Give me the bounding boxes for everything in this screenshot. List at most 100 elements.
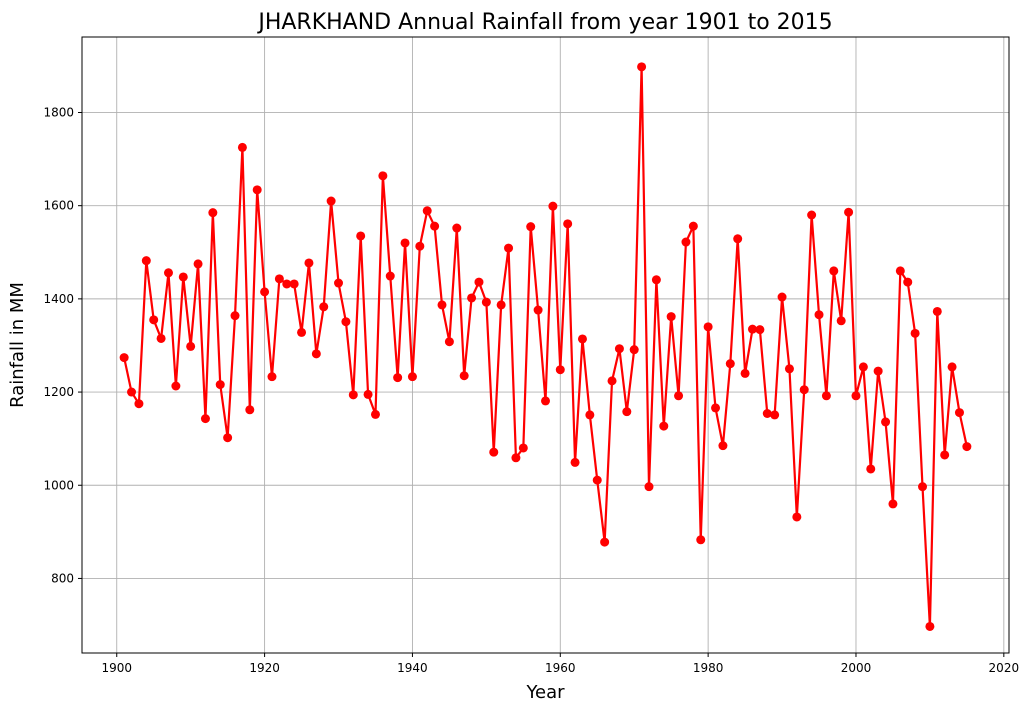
data-point: [141, 256, 151, 266]
data-point: [518, 443, 528, 453]
data-point: [844, 207, 854, 217]
data-point: [866, 464, 876, 474]
data-point: [607, 376, 617, 386]
data-point: [378, 171, 388, 181]
data-point: [807, 210, 817, 220]
data-point: [895, 266, 905, 276]
data-markers: [119, 62, 972, 631]
data-point: [163, 268, 173, 278]
data-point: [319, 302, 329, 312]
data-point: [954, 408, 964, 418]
data-point: [696, 535, 706, 545]
data-point: [311, 349, 321, 359]
data-point: [356, 231, 366, 241]
x-axis-title: Year: [525, 682, 565, 703]
data-point: [252, 185, 262, 195]
data-point: [541, 396, 550, 406]
data-point: [393, 373, 403, 383]
data-point: [267, 372, 277, 382]
data-point: [688, 221, 698, 231]
data-point: [156, 333, 166, 343]
data-point: [577, 334, 587, 344]
data-point: [245, 405, 255, 415]
data-point: [836, 316, 846, 326]
data-point: [614, 344, 624, 354]
y-axis-title: Rainfall in MM: [7, 282, 28, 408]
data-point: [570, 457, 580, 467]
data-point: [814, 310, 824, 320]
y-tick-label: 1200: [43, 385, 74, 399]
data-point: [821, 391, 831, 401]
data-point: [711, 403, 721, 413]
data-point: [881, 417, 891, 427]
data-point: [304, 258, 314, 268]
data-point: [363, 389, 373, 399]
data-point: [777, 292, 787, 302]
data-point: [858, 362, 868, 372]
data-point: [629, 345, 639, 355]
data-point: [171, 381, 181, 391]
y-tick-label: 1000: [43, 478, 74, 492]
data-point: [925, 621, 935, 631]
data-point: [910, 328, 920, 338]
data-point: [947, 362, 957, 372]
data-point: [644, 482, 654, 492]
data-point: [474, 277, 484, 287]
data-point: [297, 327, 307, 337]
data-point: [962, 442, 972, 452]
data-point: [932, 306, 942, 316]
chart-title: JHARKHAND Annual Rainfall from year 1901…: [256, 10, 832, 35]
data-point: [282, 279, 292, 289]
x-tick-label: 2000: [841, 661, 872, 675]
data-point: [215, 380, 225, 390]
data-point: [437, 300, 447, 310]
data-point: [526, 222, 536, 232]
data-point: [784, 364, 794, 374]
x-tick-label: 1980: [693, 661, 724, 675]
data-point: [489, 447, 499, 457]
x-tick-label: 2020: [989, 661, 1020, 675]
data-point: [585, 410, 595, 420]
data-point: [762, 408, 772, 418]
data-point: [918, 482, 928, 492]
x-tick-label: 1960: [545, 661, 576, 675]
data-point: [903, 277, 913, 287]
y-tick-label: 800: [51, 571, 74, 585]
y-tick-label: 1600: [43, 199, 74, 213]
data-point: [770, 410, 780, 420]
data-point: [681, 237, 691, 247]
data-point: [237, 142, 247, 152]
data-point: [659, 421, 669, 431]
data-point: [415, 241, 425, 251]
data-point: [341, 317, 351, 327]
data-point: [400, 238, 410, 248]
data-point: [600, 537, 610, 547]
data-point: [467, 293, 477, 303]
data-point: [422, 206, 432, 216]
data-point: [888, 499, 898, 509]
series-line: [123, 65, 968, 628]
plot-frame: [81, 36, 1010, 654]
data-point: [666, 312, 676, 322]
data-point: [385, 271, 395, 281]
data-point: [563, 219, 573, 229]
data-point: [533, 305, 543, 315]
data-point: [496, 300, 506, 310]
data-point: [186, 341, 196, 351]
y-tick-label: 1400: [43, 292, 74, 306]
data-point: [459, 371, 469, 381]
data-point: [511, 453, 521, 463]
data-point: [127, 387, 137, 397]
data-point: [326, 196, 336, 206]
data-point: [119, 353, 129, 363]
data-point: [481, 297, 491, 307]
axis-ticks: 1900 1920 1940 1960 1980 2000 2020 800 1000 1200 1…: [43, 105, 1019, 675]
data-point: [703, 322, 713, 332]
data-point: [873, 366, 883, 376]
data-point: [799, 385, 809, 395]
data-point: [407, 372, 417, 382]
data-point: [651, 275, 661, 285]
data-point: [193, 259, 203, 269]
data-point: [725, 359, 735, 369]
data-point: [504, 243, 514, 253]
